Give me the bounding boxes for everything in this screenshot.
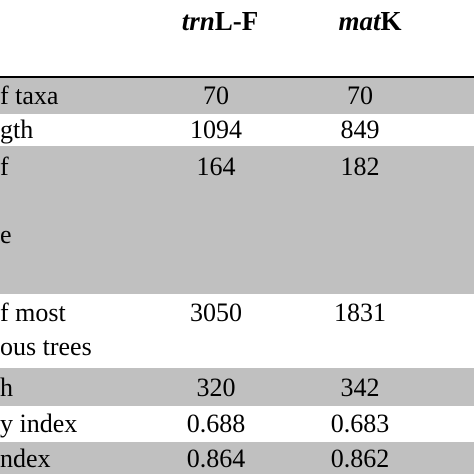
matk-value: 1831 xyxy=(334,298,386,327)
matk-value: 0.862 xyxy=(330,444,390,473)
trnlf-value: 3050 xyxy=(190,298,242,327)
matk-value: 849 xyxy=(340,115,380,144)
trnlf-value: 70 xyxy=(203,81,229,110)
row-label: h xyxy=(0,373,13,402)
matk-value: 0.683 xyxy=(330,409,390,438)
table-row: y index 0.688 0.683 xyxy=(0,406,474,442)
table-row: gth 1094 849 xyxy=(0,114,474,146)
column-header-matk: matK xyxy=(260,1,474,41)
column-header-matk-rest: K xyxy=(380,6,402,36)
row-label: f most ous trees xyxy=(0,298,92,361)
matk-value: 342 xyxy=(340,373,380,402)
table-row: ndex 0.864 0.862 xyxy=(0,442,474,474)
table-row: h 320 342 xyxy=(0,368,474,406)
table-row: f most ous trees 3050 1831 xyxy=(0,294,474,368)
column-header-trnlf-italic: trn xyxy=(181,6,215,36)
table-row: f taxa 70 70 xyxy=(0,78,474,114)
matk-value: 182 xyxy=(340,152,380,181)
header-rule xyxy=(0,76,474,78)
trnlf-value: 1094 xyxy=(190,115,242,144)
row-label: ndex xyxy=(0,444,51,473)
trnlf-value: 0.688 xyxy=(186,409,246,438)
column-header-trnlf: trnL-F xyxy=(120,1,320,41)
row-label: f e xyxy=(0,152,12,249)
matk-value: 70 xyxy=(347,81,373,110)
column-header-trnlf-rest: L-F xyxy=(214,6,259,36)
table-row: f e 164 182 xyxy=(0,146,474,294)
row-label: f taxa xyxy=(0,81,59,110)
trnlf-value: 320 xyxy=(196,373,236,402)
row-label: gth xyxy=(0,115,34,144)
trnlf-value: 164 xyxy=(196,152,236,181)
trnlf-value: 0.864 xyxy=(186,444,246,473)
column-header-matk-italic: mat xyxy=(338,6,381,36)
row-label: y index xyxy=(0,409,78,438)
